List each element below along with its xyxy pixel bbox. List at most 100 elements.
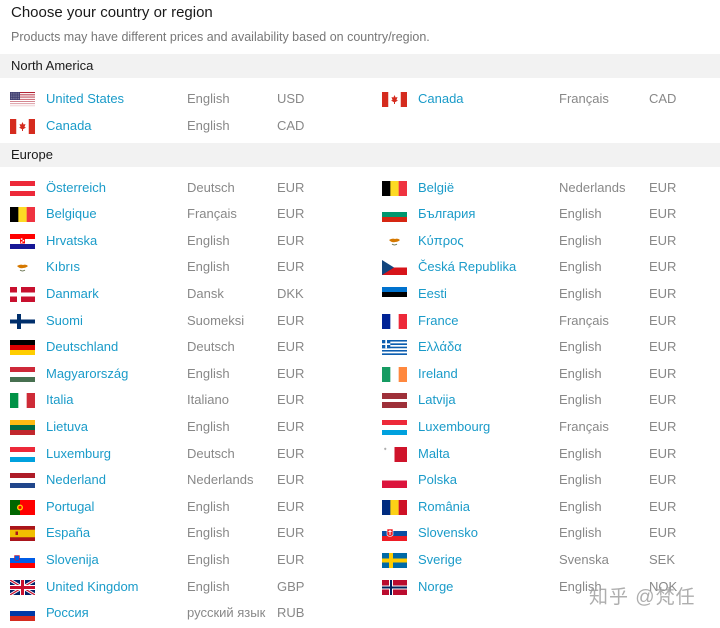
region-entry[interactable]: Deutschland Deutsch EUR [10,333,370,360]
region-entry[interactable]: France Français EUR [382,307,720,334]
country-link[interactable]: Česká Republika [418,259,517,275]
currency-label: EUR [277,312,305,328]
region-entry[interactable]: Sverige Svenska SEK [382,546,720,573]
hu-flag-icon [10,366,35,382]
country-link[interactable]: Belgique [46,206,97,222]
region-entry[interactable]: Kıbrıs English EUR [10,253,370,280]
region-entry[interactable]: Suomi Suomeksi EUR [10,307,370,334]
language-label: English [559,472,602,488]
region-entry[interactable]: Danmark Dansk DKK [10,280,370,307]
country-link[interactable]: Italia [46,392,74,408]
region-entry[interactable]: Ireland English EUR [382,360,720,387]
region-entry[interactable]: België Nederlands EUR [382,174,720,201]
region-entry[interactable]: Österreich Deutsch EUR [10,174,370,201]
language-label: English [187,117,230,133]
currency-label: EUR [649,259,677,275]
region-entry[interactable]: Belgique Français EUR [10,200,370,227]
country-link[interactable]: España [46,525,91,541]
si-flag-icon [10,552,35,568]
region-entry[interactable]: Slovenija English EUR [10,546,370,573]
country-link[interactable]: Canada [418,91,464,106]
region-entry[interactable]: Luxembourg Français EUR [382,413,720,440]
language-label: English [559,445,602,461]
country-link[interactable]: Slovensko [418,525,478,541]
country-link[interactable]: Österreich [46,179,106,195]
language-label: English [187,551,230,567]
currency-label: DKK [277,285,304,301]
pl-flag-icon [382,473,407,489]
region-entry[interactable]: Polska English EUR [382,466,720,493]
region-entry[interactable]: Norge English NOK [382,573,720,600]
country-link[interactable]: Hrvatska [46,232,98,248]
country-link[interactable]: Magyarország [46,365,129,381]
country-link[interactable]: Deutschland [46,339,119,355]
country-link[interactable]: Nederland [46,472,106,488]
country-link[interactable]: Κύπρος [418,232,464,248]
be-flag-icon [10,207,35,223]
mt-flag-icon [382,446,407,462]
region-entry[interactable]: Latvija English EUR [382,386,720,413]
region-entry[interactable]: Ελλάδα English EUR [382,333,720,360]
currency-label: EUR [277,525,305,541]
region-entry[interactable]: România English EUR [382,493,720,520]
currency-label: EUR [277,392,305,408]
country-link[interactable]: France [418,312,459,328]
country-link[interactable]: Latvija [418,392,456,408]
country-link[interactable]: България [418,206,476,222]
region-entry[interactable]: Slovensko English EUR [382,519,720,546]
country-link[interactable]: Ireland [418,365,458,381]
country-link[interactable]: Россия [46,605,89,621]
country-link[interactable]: Ελλάδα [418,339,462,355]
currency-label: EUR [649,365,677,381]
region-entry[interactable]: Portugal English EUR [10,493,370,520]
region-entry[interactable]: Россия русский язык RUB [10,599,370,626]
language-label: Français [559,91,609,106]
region-entry[interactable]: United Kingdom English GBP [10,573,370,600]
currency-label: EUR [649,285,677,301]
region-entry[interactable]: Nederland Nederlands EUR [10,466,370,493]
region-entry[interactable]: Česká Republika English EUR [382,253,720,280]
pt-flag-icon [10,499,35,515]
region-entry[interactable]: България English EUR [382,200,720,227]
region-entry[interactable]: Italia Italiano EUR [10,386,370,413]
country-link[interactable]: Malta [418,445,450,461]
currency-label: EUR [277,339,305,355]
language-label: English [187,232,230,248]
country-link[interactable]: Norge [418,578,454,594]
region-entry[interactable]: España English EUR [10,519,370,546]
country-link[interactable]: Polska [418,472,458,488]
region-entry[interactable]: Canada Français CAD [382,85,720,112]
country-link[interactable]: Slovenija [46,551,99,567]
region-entry[interactable]: Κύπρος English EUR [382,227,720,254]
es-flag-icon [10,526,35,542]
section-header-europe: Europe [0,143,720,167]
region-entry[interactable]: Hrvatska English EUR [10,227,370,254]
country-link[interactable]: Sverige [418,551,463,567]
country-link[interactable]: United States [46,91,125,106]
ee-flag-icon [382,286,407,302]
language-label: English [559,259,602,275]
country-link[interactable]: Luxemburg [46,445,112,461]
region-entry[interactable]: Eesti English EUR [382,280,720,307]
country-link[interactable]: România [418,498,471,514]
country-link[interactable]: Canada [46,117,92,133]
country-link[interactable]: Lietuva [46,418,88,434]
country-link[interactable]: Eesti [418,285,447,301]
country-link[interactable]: Kıbrıs [46,259,80,275]
region-entry[interactable]: Lietuva English EUR [10,413,370,440]
region-entry[interactable]: Luxemburg Deutsch EUR [10,440,370,467]
region-entry[interactable]: Malta English EUR [382,440,720,467]
country-link[interactable]: Portugal [46,498,95,514]
region-entry[interactable]: United States English USD [10,85,370,112]
region-entry[interactable]: Canada English CAD [10,112,370,139]
page-title: Choose your country or region [11,4,213,21]
country-link[interactable]: België [418,179,455,195]
country-link[interactable]: Luxembourg [418,418,491,434]
language-label: Français [559,312,609,328]
currency-label: EUR [649,498,677,514]
country-link[interactable]: United Kingdom [46,578,139,594]
currency-label: EUR [277,232,305,248]
country-link[interactable]: Suomi [46,312,83,328]
country-link[interactable]: Danmark [46,285,99,301]
region-entry[interactable]: Magyarország English EUR [10,360,370,387]
